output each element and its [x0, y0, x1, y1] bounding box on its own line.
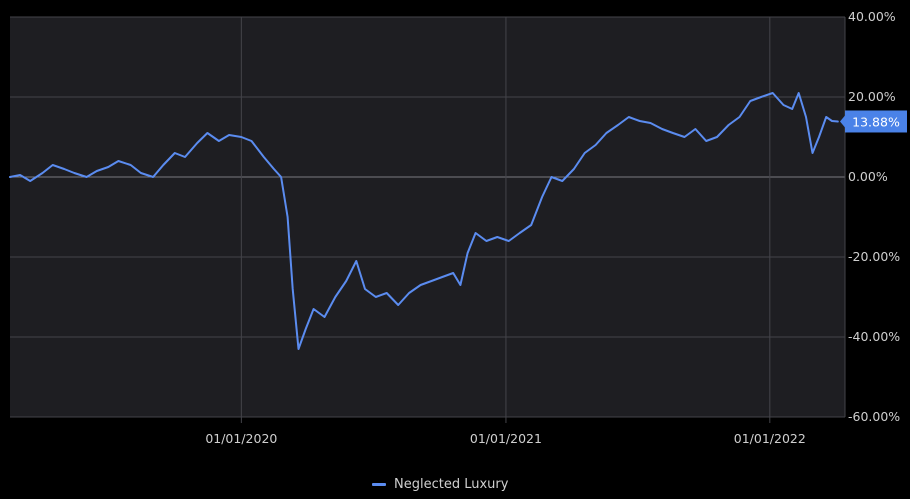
plot-background [10, 17, 845, 417]
y-tick-label: -40.00% [848, 329, 900, 344]
x-tick-label: 01/01/2021 [470, 431, 542, 446]
y-tick-label: -20.00% [848, 249, 900, 264]
y-tick-label: 20.00% [848, 89, 896, 104]
axis-labels: 40.00% 20.00% 0.00% -20.00% -40.00% -60.00% 01… [205, 9, 900, 446]
series-line [9, 92, 839, 350]
legend: Neglected Luxury [372, 474, 508, 494]
grid-lines [10, 16, 846, 423]
legend-label: Neglected Luxury [394, 476, 509, 492]
y-tick-label: 0.00% [848, 169, 888, 184]
last-value-label: 13.88% [852, 114, 900, 129]
last-value-badge: 13.88% [840, 110, 907, 133]
series-layer [9, 92, 839, 350]
legend-swatch [372, 482, 386, 486]
badge-background [845, 110, 907, 133]
x-tick-label: 01/01/2020 [205, 431, 277, 446]
y-tick-label: 40.00% [848, 9, 896, 24]
x-tick-label: 01/01/2022 [734, 431, 806, 446]
badge-pointer [840, 115, 845, 128]
y-tick-label: -60.00% [848, 409, 900, 424]
